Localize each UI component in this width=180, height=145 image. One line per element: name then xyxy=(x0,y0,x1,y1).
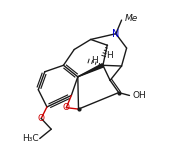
Text: O: O xyxy=(63,103,70,112)
Text: Me: Me xyxy=(124,14,138,23)
Text: H: H xyxy=(107,51,113,60)
Text: H₃C: H₃C xyxy=(22,134,38,143)
Text: O: O xyxy=(38,114,45,123)
Text: OH: OH xyxy=(132,91,146,100)
Text: N: N xyxy=(112,29,120,39)
Polygon shape xyxy=(78,64,104,77)
Text: H: H xyxy=(91,57,98,66)
